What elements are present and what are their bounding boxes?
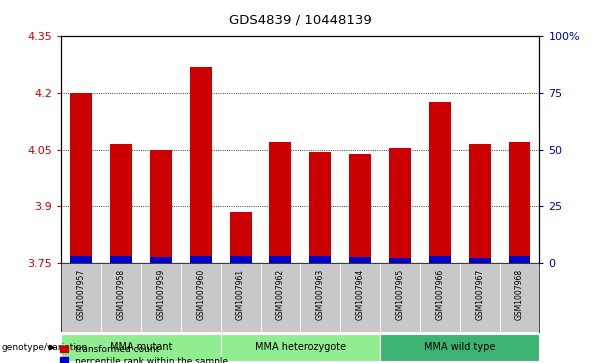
Bar (190, 256, 211, 263)
Text: GSM1007961: GSM1007961 (236, 269, 245, 320)
Bar (150, 150, 172, 263)
Bar (221, 334, 380, 362)
Text: GSM1007967: GSM1007967 (475, 269, 484, 320)
Text: GSM1007963: GSM1007963 (316, 269, 325, 320)
Bar (61, 334, 221, 362)
Bar (349, 257, 371, 263)
Text: GSM1007960: GSM1007960 (196, 269, 205, 320)
Bar (469, 257, 490, 263)
Bar (389, 148, 411, 263)
Text: GSM1007959: GSM1007959 (156, 269, 166, 320)
Bar (270, 142, 291, 263)
Text: MMA heterozygote: MMA heterozygote (255, 342, 346, 352)
Bar (429, 256, 451, 263)
Bar (150, 257, 172, 263)
Bar (230, 212, 251, 263)
Text: MMA mutant: MMA mutant (110, 342, 172, 352)
Bar (389, 257, 411, 263)
Text: GSM1007957: GSM1007957 (77, 269, 86, 320)
Bar (110, 144, 132, 263)
Text: GSM1007964: GSM1007964 (356, 269, 365, 320)
Bar (230, 256, 251, 263)
Text: genotype/variation: genotype/variation (1, 343, 88, 352)
Text: MMA wild type: MMA wild type (424, 342, 495, 352)
Bar (509, 142, 530, 263)
Bar (70, 256, 92, 263)
Legend: transformed count, percentile rank within the sample: transformed count, percentile rank withi… (59, 345, 228, 363)
Bar (270, 256, 291, 263)
Bar (190, 66, 211, 263)
Text: GSM1007968: GSM1007968 (515, 269, 524, 320)
Bar (310, 152, 331, 263)
Bar (429, 102, 451, 263)
Bar (310, 256, 331, 263)
Text: GSM1007966: GSM1007966 (435, 269, 444, 320)
Text: GSM1007958: GSM1007958 (116, 269, 126, 320)
Text: GSM1007965: GSM1007965 (395, 269, 405, 320)
Bar (509, 256, 530, 263)
Text: GSM1007962: GSM1007962 (276, 269, 285, 320)
Bar (110, 256, 132, 263)
Bar (70, 93, 92, 263)
Text: GDS4839 / 10448139: GDS4839 / 10448139 (229, 13, 371, 26)
Bar (380, 334, 539, 362)
Bar (469, 144, 490, 263)
Bar (349, 154, 371, 263)
